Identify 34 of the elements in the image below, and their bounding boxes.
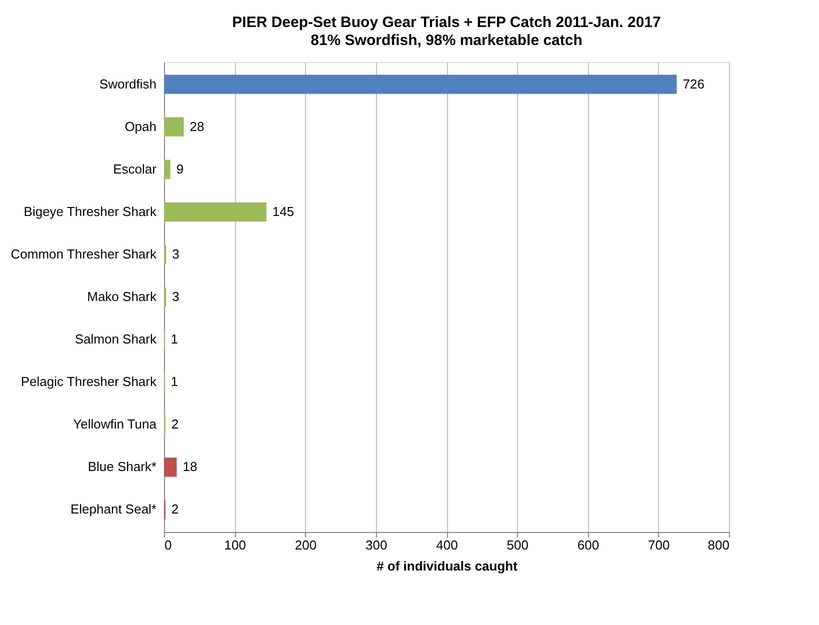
data-label: 1 bbox=[170, 332, 178, 347]
data-label: 3 bbox=[172, 289, 180, 304]
x-tick-label: 300 bbox=[366, 538, 388, 552]
y-tick-label: Yellowfin Tuna bbox=[73, 416, 158, 432]
data-label: 9 bbox=[176, 161, 184, 176]
x-tick-label: 0 bbox=[164, 538, 172, 552]
data-label: 2 bbox=[171, 416, 179, 432]
data-label: 1 bbox=[170, 374, 178, 390]
data-label: 726 bbox=[682, 76, 704, 92]
y-tick-label: Opah bbox=[124, 118, 156, 134]
data-label: 145 bbox=[272, 204, 294, 219]
chart-subtitle: 81% Swordfish, 98% marketable catch bbox=[310, 32, 582, 49]
y-tick-label: Elephant Seal* bbox=[70, 502, 156, 517]
x-tick-label: 800 bbox=[708, 538, 730, 552]
y-tick-label: Salmon Shark bbox=[74, 332, 157, 347]
y-tick-label: Pelagic Thresher Shark bbox=[20, 374, 157, 390]
y-tick-label: Blue Shark* bbox=[88, 459, 156, 474]
data-label: 18 bbox=[182, 459, 198, 474]
y-tick-label: Mako Shark bbox=[87, 289, 157, 304]
y-tick-label: Escolar bbox=[113, 161, 158, 176]
x-axis-title: # of individuals caught bbox=[376, 558, 518, 574]
y-tick-label: Swordfish bbox=[99, 76, 156, 92]
x-tick-label: 400 bbox=[436, 538, 458, 552]
data-label: 28 bbox=[190, 118, 204, 134]
y-tick-label: Common Thresher Shark bbox=[10, 246, 157, 262]
data-label: 3 bbox=[172, 246, 180, 262]
data-label: 2 bbox=[171, 502, 179, 517]
y-tick-label: Bigeye Thresher Shark bbox=[24, 204, 157, 219]
x-tick-label: 200 bbox=[294, 538, 317, 552]
chart-title: PIER Deep-Set Buoy Gear Trials + EFP Catch 2011-Jan. 2017 bbox=[232, 14, 661, 31]
x-tick-label: 600 bbox=[577, 538, 600, 552]
x-tick-label: 700 bbox=[648, 538, 670, 552]
x-tick-label: 100 bbox=[224, 538, 246, 552]
x-tick-label: 500 bbox=[506, 538, 528, 552]
